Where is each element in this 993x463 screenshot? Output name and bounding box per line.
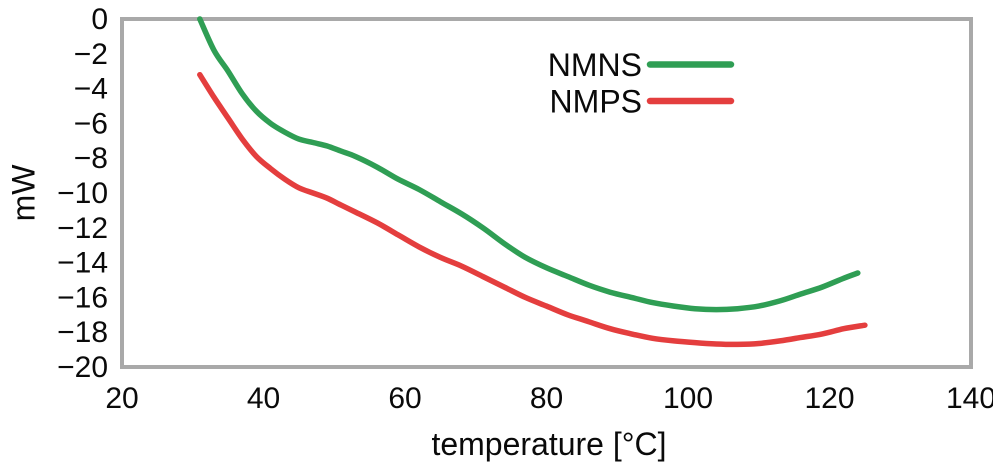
y-axis-label: mW: [5, 164, 42, 222]
legend-label-nmps: NMPS: [550, 84, 642, 120]
y-tick-label: −18: [57, 316, 108, 349]
series-line-nmps: [197, 71, 868, 348]
y-tick-label: −20: [57, 351, 108, 384]
y-tick-label: −14: [57, 247, 108, 280]
series-line-nmns: [197, 16, 861, 313]
y-tick-label: −10: [57, 177, 108, 210]
x-tick-label: 120: [804, 382, 854, 415]
x-tick-label: 40: [247, 382, 280, 415]
legend-label-nmns: NMNS: [548, 47, 642, 83]
y-tick-label: −12: [57, 212, 108, 245]
x-tick-label: 100: [663, 382, 713, 415]
x-tick-label: 80: [530, 382, 563, 415]
y-tick-label: 0: [91, 3, 108, 36]
y-tick-label: −6: [74, 107, 108, 140]
x-tick-label: 20: [105, 382, 138, 415]
y-tick-label: −2: [74, 38, 108, 71]
plot-frame: [120, 17, 973, 369]
y-tick-label: −8: [74, 142, 108, 175]
x-axis-label: temperature [°C]: [431, 426, 667, 462]
y-tick-label: −4: [74, 73, 108, 106]
y-tick-label: −16: [57, 281, 108, 314]
x-tick-label: 60: [388, 382, 421, 415]
x-tick-label: 140: [946, 382, 993, 415]
